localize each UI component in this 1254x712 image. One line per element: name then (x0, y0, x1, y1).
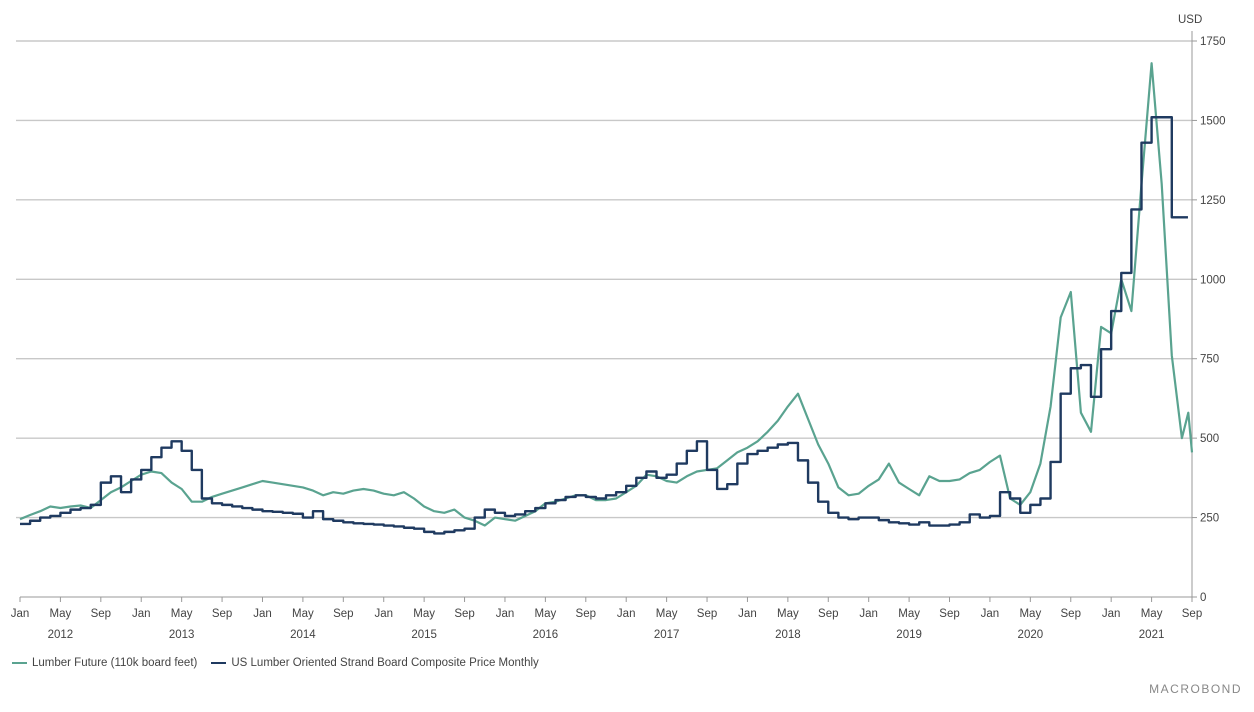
x-tick-label: Jan (738, 608, 757, 620)
y-tick-label: 1250 (1200, 195, 1226, 207)
x-tick-label: May (898, 608, 920, 620)
x-year-label: 2013 (169, 629, 195, 641)
x-tick-label: May (777, 608, 799, 620)
x-year-label: 2020 (1018, 629, 1044, 641)
tick-labels: 0 250 500 750 1000 1250 1500 1750 USD Jan May Sep Ja… (11, 14, 1226, 641)
legend-swatch-lumber-future (12, 662, 27, 664)
x-year-label: 2021 (1139, 629, 1165, 641)
x-tick-label: Jan (374, 608, 393, 620)
y-unit-label: USD (1178, 14, 1202, 26)
x-tick-label: Sep (91, 608, 111, 620)
axes (19, 31, 1197, 602)
y-tick-label: 1750 (1200, 36, 1226, 48)
brand-watermark: MACROBOND (1149, 682, 1242, 696)
y-tick-label: 0 (1200, 592, 1206, 604)
x-tick-label: May (535, 608, 557, 620)
x-year-label: 2014 (290, 629, 316, 641)
x-tick-label: Sep (212, 608, 232, 620)
x-tick-label: Jan (132, 608, 151, 620)
x-tick-label: Sep (1182, 608, 1202, 620)
y-tick-label: 1000 (1200, 274, 1226, 286)
x-tick-label: Sep (697, 608, 717, 620)
x-tick-label: Jan (617, 608, 636, 620)
x-tick-label: May (171, 608, 193, 620)
y-tick-label: 250 (1200, 513, 1219, 525)
x-tick-label: May (1019, 608, 1041, 620)
x-tick-label: Sep (454, 608, 474, 620)
x-year-label: 2012 (48, 629, 74, 641)
legend-label-lumber-future: Lumber Future (110k board feet) (32, 657, 198, 669)
series-lines (19, 62, 1194, 535)
x-tick-label: Sep (1061, 608, 1081, 620)
legend-label-osb: US Lumber Oriented Strand Board Composit… (231, 657, 539, 669)
legend-item-lumber-future: Lumber Future (110k board feet) (12, 657, 197, 669)
x-tick-label: Jan (981, 608, 1000, 620)
x-tick-label: Jan (1102, 608, 1121, 620)
x-tick-label: Sep (576, 608, 596, 620)
x-tick-label: May (1141, 608, 1163, 620)
y-tick-label: 1500 (1200, 115, 1226, 127)
x-tick-label: Jan (11, 608, 30, 620)
x-tick-label: Jan (859, 608, 878, 620)
series-line-osb (20, 116, 1188, 535)
legend-swatch-osb (211, 662, 227, 664)
legend-item-osb: US Lumber Oriented Strand Board Composit… (211, 657, 539, 669)
x-year-label: 2016 (533, 629, 559, 641)
x-year-label: 2015 (411, 629, 437, 641)
x-tick-label: Sep (939, 608, 959, 620)
x-tick-label: May (292, 608, 314, 620)
y-tick-label: 750 (1200, 354, 1219, 366)
x-tick-label: May (50, 608, 72, 620)
y-tick-label: 500 (1200, 433, 1219, 445)
x-tick-label: May (413, 608, 435, 620)
x-year-label: 2017 (654, 629, 680, 641)
x-tick-label: Jan (253, 608, 272, 620)
x-year-label: 2018 (775, 629, 801, 641)
x-tick-label: Sep (818, 608, 838, 620)
x-year-label: 2019 (896, 629, 922, 641)
x-tick-label: Sep (333, 608, 353, 620)
x-tick-label: Jan (496, 608, 515, 620)
grid-lines (16, 40, 1192, 519)
x-tick-label: May (656, 608, 678, 620)
legend: Lumber Future (110k board feet) US Lumbe… (12, 655, 539, 671)
series-line-lumber_future (19, 62, 1194, 527)
